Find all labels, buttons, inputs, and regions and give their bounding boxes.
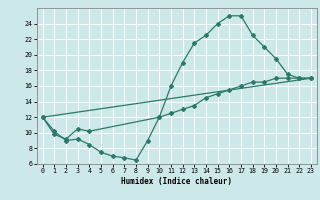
X-axis label: Humidex (Indice chaleur): Humidex (Indice chaleur): [121, 177, 232, 186]
